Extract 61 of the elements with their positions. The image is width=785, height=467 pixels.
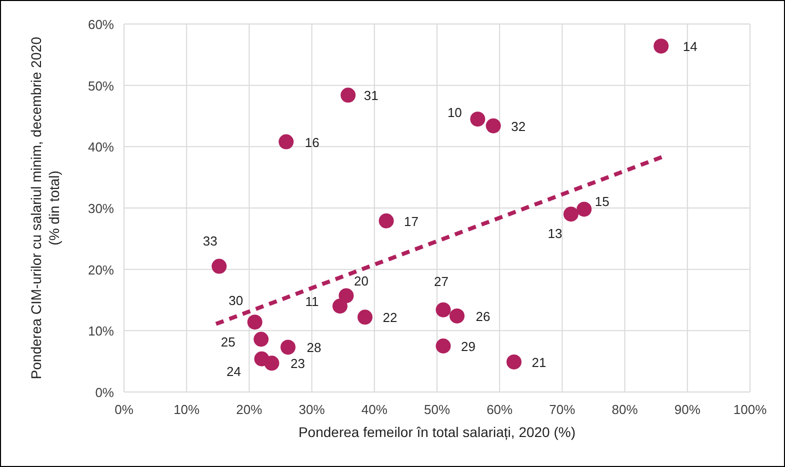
y-tick-label: 20% xyxy=(88,262,114,278)
point xyxy=(254,332,269,347)
x-tick-label: 80% xyxy=(612,402,638,417)
annotation: 30 xyxy=(228,293,244,308)
annotation: 29 xyxy=(461,339,476,354)
point xyxy=(358,310,373,325)
y-tick-label: 30% xyxy=(88,201,114,216)
annotation: 14 xyxy=(682,39,698,54)
annotation: 10 xyxy=(447,105,462,120)
point xyxy=(563,206,578,222)
annotation: 27 xyxy=(434,274,448,289)
annotation: 17 xyxy=(404,214,419,229)
x-tick-label: 40% xyxy=(361,402,388,417)
x-tick-label: 10% xyxy=(174,402,200,417)
x-tick-label: 50% xyxy=(424,402,450,417)
point xyxy=(212,258,227,274)
point xyxy=(280,340,296,355)
y-tick-label: 50% xyxy=(88,78,114,94)
annotation: 21 xyxy=(532,354,546,370)
point xyxy=(340,88,356,103)
point xyxy=(264,356,280,371)
annotation: 28 xyxy=(306,340,322,356)
point xyxy=(332,298,348,314)
annotation: 25 xyxy=(220,334,236,350)
point xyxy=(378,213,394,228)
annotation: 26 xyxy=(476,308,490,324)
annotation: 15 xyxy=(594,194,610,210)
annotation: 11 xyxy=(305,294,319,310)
point xyxy=(654,38,669,54)
point xyxy=(436,302,451,318)
point xyxy=(450,308,465,324)
annotation: 20 xyxy=(354,274,368,289)
y-tick-label: 40% xyxy=(88,140,114,155)
annotation: 31 xyxy=(364,88,378,104)
point xyxy=(486,118,501,134)
x-tick-label: 100% xyxy=(733,402,768,417)
x-axis-title: Ponderea femeilor în total salariați, 2020 (%) xyxy=(298,424,576,440)
annotation: 22 xyxy=(382,310,398,326)
annotation: 24 xyxy=(226,364,241,379)
point xyxy=(338,288,354,304)
y-tick-label: 60% xyxy=(88,17,114,32)
point xyxy=(247,314,262,330)
point xyxy=(576,202,592,217)
x-tick-label: 60% xyxy=(486,402,514,417)
point xyxy=(470,112,486,127)
x-tick-label: 0% xyxy=(114,402,134,417)
y-tick-label: 0% xyxy=(95,385,114,400)
x-tick-label: 70% xyxy=(549,402,576,417)
point xyxy=(506,354,522,370)
annotation: 32 xyxy=(511,118,526,134)
point xyxy=(278,134,294,150)
annotation: 23 xyxy=(290,356,305,372)
x-tick-label: 30% xyxy=(298,402,326,417)
x-tick-label: 90% xyxy=(674,402,701,417)
annotation: 13 xyxy=(548,226,562,242)
annotation: 16 xyxy=(304,134,320,150)
x-tick-label: 20% xyxy=(236,402,263,417)
annotation: 33 xyxy=(202,233,218,248)
y-tick-label: 10% xyxy=(88,324,114,339)
y-axis-title: Ponderea CIM-urilor cu salariul minim, decembrie 2020 (% din total) xyxy=(28,36,62,380)
point xyxy=(436,338,451,354)
